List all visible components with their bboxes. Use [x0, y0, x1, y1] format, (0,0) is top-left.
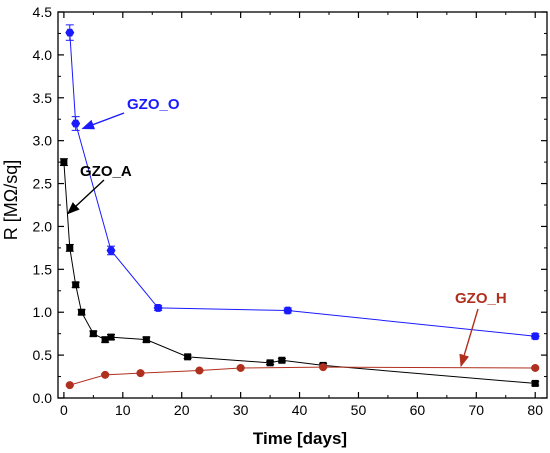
x-tick-label: 40: [292, 402, 308, 418]
annotation-label-gzo-o: GZO_O: [127, 96, 180, 113]
x-tick-label: 60: [410, 402, 426, 418]
x-axis: 0 10 20 30 40 50 60 70 80: [60, 12, 543, 418]
series-gzo-o: [65, 24, 540, 341]
data-point-gzo-o: [153, 304, 163, 312]
y-tick-label: 3.0: [33, 133, 53, 149]
series-gzo-h: [65, 363, 540, 390]
data-point-gzo-o: [106, 246, 116, 255]
data-point-gzo-h: [101, 370, 110, 379]
data-point-gzo-h: [236, 363, 245, 372]
y-axis-label: R [MΩ/sq]: [1, 160, 21, 240]
annotation-layer: GZO_O GZO_A GZO_H: [66, 96, 507, 368]
annotation-arrow-gzo-o: [81, 112, 125, 130]
x-tick-label: 0: [60, 402, 68, 418]
data-point-gzo-h: [195, 366, 204, 375]
data-point-gzo-a: [278, 356, 286, 364]
y-tick-label: 1.0: [33, 304, 53, 320]
x-tick-label: 20: [174, 402, 190, 418]
y-tick-label: 1.5: [33, 261, 53, 277]
y-tick-label: 4.0: [33, 47, 53, 63]
annotation-label-gzo-h: GZO_H: [455, 290, 507, 307]
y-tick-label: 3.5: [33, 90, 53, 106]
y-tick-label: 0.5: [33, 347, 53, 363]
y-axis: 0.0 0.5 1.0 1.5 2.0 2.5 3.0 3.5 4.0 4.5: [33, 4, 547, 406]
data-point-gzo-o: [65, 28, 75, 37]
data-point-gzo-a: [60, 158, 68, 166]
data-point-gzo-a: [142, 336, 150, 344]
x-axis-label: Time [days]: [253, 429, 347, 448]
data-point-gzo-h: [531, 363, 540, 372]
x-tick-label: 30: [233, 402, 249, 418]
plot-frame: [57, 11, 548, 399]
data-point-gzo-a: [66, 244, 74, 252]
data-point-gzo-a: [266, 359, 274, 367]
data-point-gzo-a: [101, 336, 109, 344]
series-line-gzo-o: [69, 32, 536, 337]
y-tick-label: 4.5: [33, 4, 53, 20]
series-line-gzo-a: [63, 162, 536, 384]
data-point-gzo-a: [531, 379, 539, 387]
data-point-gzo-h: [319, 363, 328, 372]
plot-border: [57, 11, 548, 399]
data-point-gzo-a: [184, 353, 192, 361]
annotation-arrow-gzo-h: [459, 308, 479, 368]
annotation-label-gzo-a: GZO_A: [80, 163, 132, 180]
data-point-gzo-o: [530, 332, 540, 341]
data-point-gzo-a: [72, 281, 80, 289]
y-tick-label: 2.5: [33, 176, 53, 192]
data-point-gzo-a: [89, 330, 97, 338]
data-point-gzo-o: [283, 306, 293, 315]
data-point-gzo-a: [78, 308, 86, 316]
series-gzo-a: [59, 158, 540, 387]
data-point-gzo-h: [65, 381, 74, 390]
data-point-gzo-a: [107, 333, 115, 341]
x-tick-label: 10: [115, 402, 131, 418]
y-tick-label: 0.0: [33, 390, 53, 406]
x-tick-label: 70: [469, 402, 485, 418]
data-point-gzo-o: [71, 119, 81, 128]
x-tick-label: 80: [527, 402, 543, 418]
annotation-arrow-gzo-a: [66, 179, 105, 215]
y-tick-label: 2.0: [33, 218, 53, 234]
series-layer: [59, 24, 540, 390]
data-point-gzo-h: [136, 369, 145, 378]
x-tick-label: 50: [351, 402, 367, 418]
